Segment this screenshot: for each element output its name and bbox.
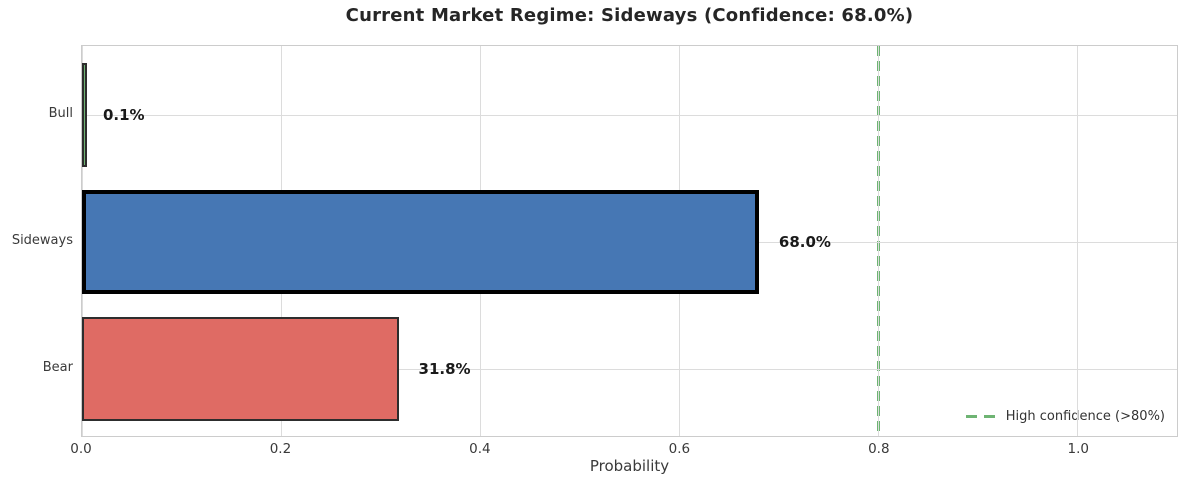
x-tick-label: 0.4 <box>469 441 491 457</box>
dashed-line-legend-swatch <box>965 414 996 419</box>
x-axis-label: Probability <box>589 457 670 475</box>
x-tick-label: 0.2 <box>269 441 292 457</box>
y-tick-label: Bear <box>42 360 73 375</box>
y-tick-label: Sideways <box>11 233 73 248</box>
y-gridline <box>82 369 1177 370</box>
plot-area: High confidence (>80%) 0.1% 68.0% 31.8% <box>81 45 1178 437</box>
x-tick-label: 0.6 <box>668 441 691 457</box>
bar-bear <box>82 317 399 421</box>
bar-sideways <box>82 190 759 294</box>
chart-title: Current Market Regime: Sideways (Confide… <box>345 5 914 26</box>
x-tick-label: 0.8 <box>868 441 890 457</box>
legend-label: High confidence (>80%) <box>1005 409 1165 424</box>
x-gridline <box>877 46 879 436</box>
bar-value-label: 68.0% <box>778 233 831 251</box>
bar-bull <box>82 63 87 167</box>
x-tick-label: 0.0 <box>70 441 92 457</box>
legend: High confidence (>80%) <box>960 405 1171 428</box>
bar-value-label: 31.8% <box>418 360 471 378</box>
bar-value-label: 0.1% <box>102 106 145 124</box>
x-tick-label: 1.0 <box>1067 441 1089 457</box>
y-tick-label: Bull <box>48 106 73 121</box>
y-gridline <box>82 115 1177 116</box>
x-gridline <box>1076 46 1078 436</box>
